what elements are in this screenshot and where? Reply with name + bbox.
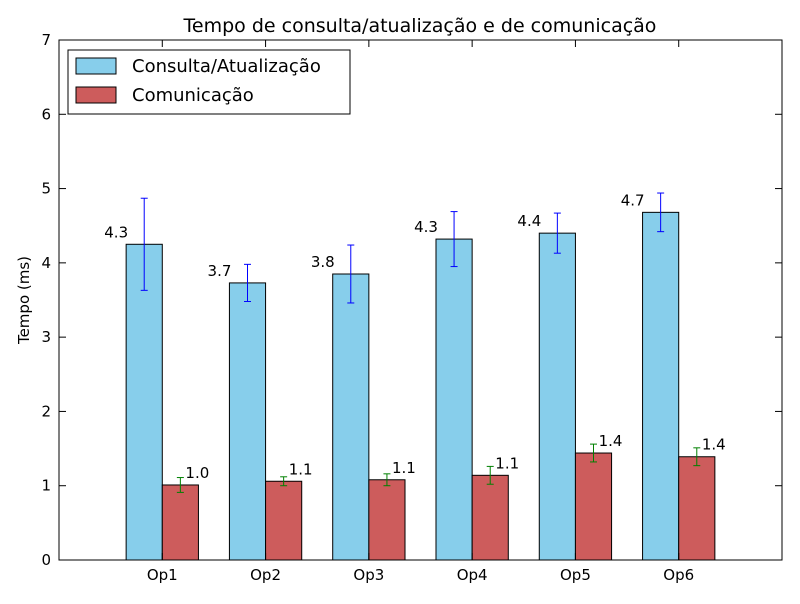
y-tick-label: 7 xyxy=(41,31,51,49)
x-tick-label: Op5 xyxy=(560,566,591,584)
bar-comunicacao-op3 xyxy=(368,479,406,561)
bar-value-label: 1.4 xyxy=(702,436,726,454)
legend-swatch xyxy=(75,86,117,104)
bar-value-label: 1.1 xyxy=(392,459,416,477)
y-tick-label: 6 xyxy=(41,105,51,123)
x-tick-label: Op3 xyxy=(353,566,384,584)
bar-value-label: 1.1 xyxy=(495,454,519,472)
bar-value-label: 3.7 xyxy=(208,262,232,280)
legend-label: Comunicação xyxy=(132,85,254,106)
bar-value-label: 4.3 xyxy=(414,218,438,236)
y-tick-label: 3 xyxy=(41,328,51,346)
bar-comunicacao-op6 xyxy=(678,456,716,561)
bar-value-label: 4.4 xyxy=(517,212,541,230)
bar-consulta-op6 xyxy=(642,211,680,561)
bar-value-label: 1.1 xyxy=(289,460,313,478)
bar-consulta-op2 xyxy=(228,282,267,561)
y-axis-label: Tempo (ms) xyxy=(15,256,33,345)
bar-comunicacao-op5 xyxy=(574,452,613,561)
y-tick-label: 4 xyxy=(41,254,51,272)
x-tick-label: Op6 xyxy=(663,566,694,584)
bar-consulta-op5 xyxy=(538,232,576,561)
y-tick-label: 1 xyxy=(41,477,51,495)
bar-value-label: 1.4 xyxy=(599,432,623,450)
bar-comunicacao-op2 xyxy=(265,480,303,561)
bar-value-label: 4.3 xyxy=(104,223,128,241)
legend-swatch xyxy=(75,57,117,75)
legend-label: Consulta/Atualização xyxy=(132,56,321,77)
axes-frame xyxy=(58,39,783,561)
bar-consulta-op4 xyxy=(435,238,473,561)
bar-value-label: 1.0 xyxy=(185,464,209,482)
bar-comunicacao-op1 xyxy=(161,484,199,561)
bar-consulta-op1 xyxy=(125,243,163,561)
y-tick-label: 0 xyxy=(41,551,51,569)
y-tick-label: 5 xyxy=(41,180,51,198)
bar-comunicacao-op4 xyxy=(471,474,509,561)
x-tick-label: Op2 xyxy=(250,566,281,584)
bar-consulta-op3 xyxy=(332,273,370,561)
chart-title: Tempo de consulta/atualização e de comun… xyxy=(183,15,657,37)
y-tick-label: 2 xyxy=(41,402,51,420)
plot-area: 4.3 3.7 3.8 4.3 4.4 4.7 1.0 1.1 1.1 1.1 1.4 1.4 0 1 2 3… xyxy=(41,31,783,584)
bar-value-label: 3.8 xyxy=(311,253,335,271)
bar-value-label: 4.7 xyxy=(621,191,645,209)
x-tick-label: Op4 xyxy=(457,566,488,584)
x-tick-label: Op1 xyxy=(147,566,178,584)
